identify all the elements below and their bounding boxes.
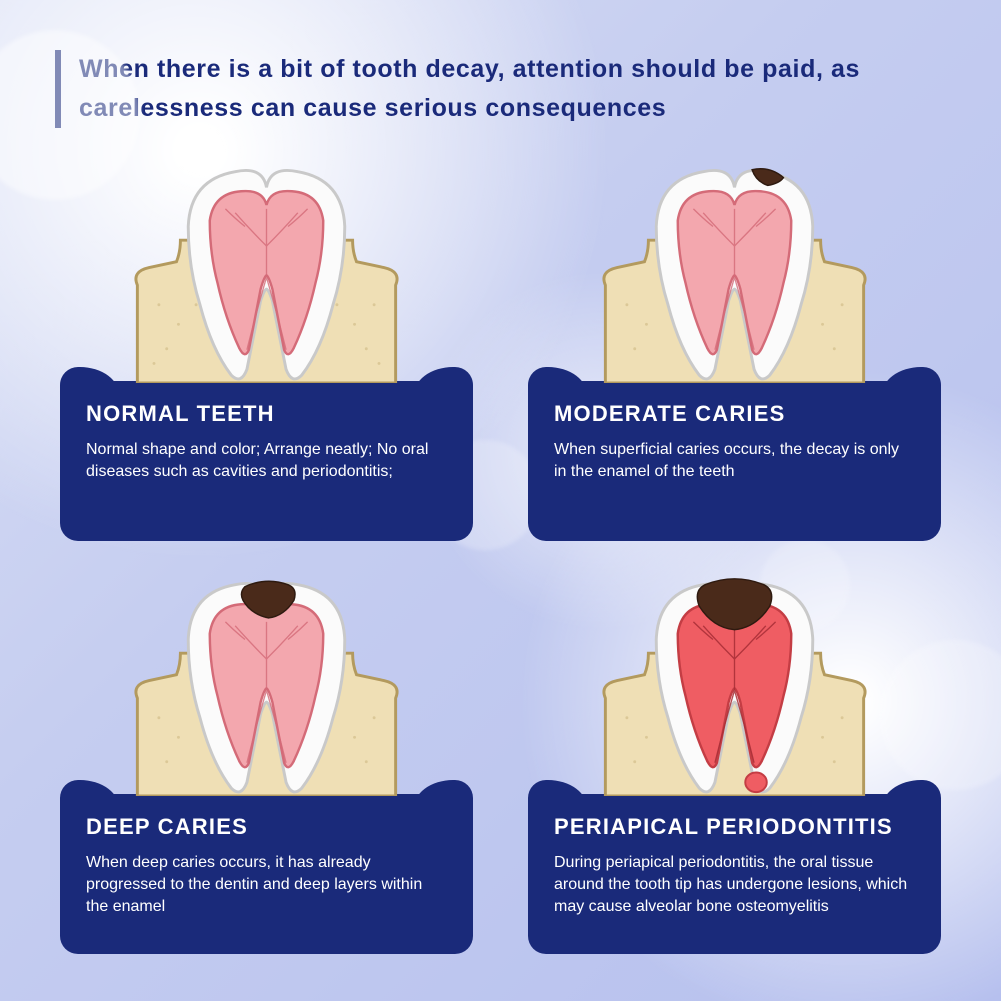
card-title: MODERATE CARIES (554, 401, 915, 427)
card-normal: NORMAL TEETH Normal shape and color; Arr… (60, 158, 473, 541)
tooth-diagram-periapical (528, 571, 941, 796)
card-periapical: PERIAPICAL PERIODONTITIS During periapic… (528, 571, 941, 954)
cards-grid: NORMAL TEETH Normal shape and color; Arr… (0, 138, 1001, 984)
tooth-icon (119, 158, 414, 383)
tooth-icon (119, 571, 414, 796)
header-accent-rule: When there is a bit of tooth decay, atte… (55, 50, 946, 128)
card-desc: When deep caries occurs, it has already … (86, 852, 447, 918)
panel-deep: DEEP CARIES When deep caries occurs, it … (60, 794, 473, 954)
tooth-diagram-deep (60, 571, 473, 796)
card-deep: DEEP CARIES When deep caries occurs, it … (60, 571, 473, 954)
tooth-diagram-normal (60, 158, 473, 383)
card-title: DEEP CARIES (86, 814, 447, 840)
panel-normal: NORMAL TEETH Normal shape and color; Arr… (60, 381, 473, 541)
card-title: NORMAL TEETH (86, 401, 447, 427)
panel-periapical: PERIAPICAL PERIODONTITIS During periapic… (528, 794, 941, 954)
abscess-icon (745, 772, 767, 792)
header: When there is a bit of tooth decay, atte… (0, 0, 1001, 138)
tooth-icon (587, 571, 882, 796)
tooth-icon (587, 158, 882, 383)
card-title: PERIAPICAL PERIODONTITIS (554, 814, 915, 840)
tooth-diagram-moderate (528, 158, 941, 383)
card-moderate: MODERATE CARIES When superficial caries … (528, 158, 941, 541)
card-desc: When superficial caries occurs, the deca… (554, 439, 915, 483)
header-text: When there is a bit of tooth decay, atte… (79, 50, 946, 128)
card-desc: During periapical periodontitis, the ora… (554, 852, 915, 918)
panel-moderate: MODERATE CARIES When superficial caries … (528, 381, 941, 541)
card-desc: Normal shape and color; Arrange neatly; … (86, 439, 447, 483)
